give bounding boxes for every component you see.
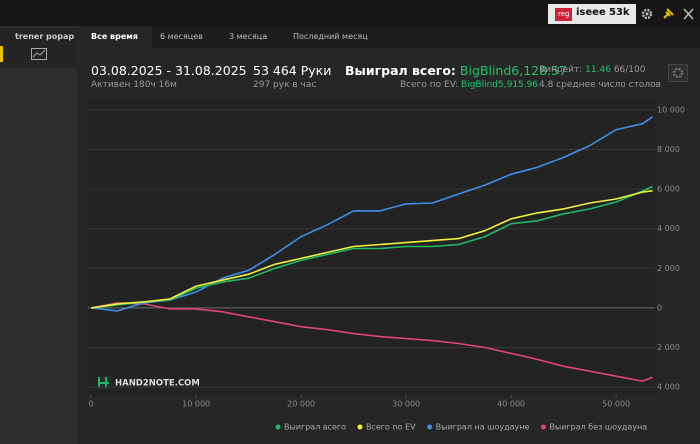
legend-label[interactable]: Всего по EV (366, 423, 416, 432)
graph-icon (31, 48, 47, 60)
user-count: 53k (609, 7, 630, 18)
tabs-bar (77, 26, 700, 48)
tab[interactable]: 6 месяцев (160, 32, 203, 41)
ev-label: Всего по EV: (400, 80, 459, 90)
y-tick-label: 2 000 (657, 343, 680, 352)
active-marker (0, 46, 3, 62)
window-icons[interactable] (640, 7, 696, 21)
tab[interactable]: Последний месяц (293, 32, 368, 41)
user-name: iseee (576, 7, 606, 18)
series-line (91, 302, 653, 382)
sidebar-title: trener popap (15, 32, 75, 41)
x-tick-label: 10 000 (182, 400, 210, 409)
legend-label[interactable]: Выиграл на шоудауне (436, 423, 530, 432)
x-tick-label: 30 000 (392, 400, 420, 409)
watermark-logo (97, 376, 111, 389)
ev-value: BigBlind5,915.96 (461, 80, 539, 90)
watermark: HAND2NOTE.COM (115, 379, 200, 389)
legend-label[interactable]: Выиграл всего (284, 423, 346, 432)
tab[interactable]: 3 месяца (229, 32, 268, 41)
x-tick-label: 40 000 (497, 400, 525, 409)
y-tick-label: 8 000 (657, 145, 680, 154)
series-line (91, 190, 653, 309)
y-tick-label: 10 000 (657, 105, 685, 114)
x-tick-label: 50 000 (602, 400, 630, 409)
winrate-unit: 66/100 (613, 65, 646, 75)
y-tick-label: 4 000 (657, 224, 680, 233)
legend-marker[interactable] (275, 424, 281, 430)
winrate-label: Винрейт: (539, 65, 583, 75)
active-time: Активен 180ч 16м (91, 80, 177, 90)
x-tick-label: 0 (89, 400, 94, 409)
y-tick-label: 6 000 (657, 185, 680, 194)
tab[interactable]: Все время (77, 26, 152, 48)
settings-button[interactable] (668, 64, 688, 82)
won-value: BigBlind6,128.57 (459, 63, 567, 78)
plot-area (88, 100, 655, 395)
avg-tables: 4.8 среднее число столов (539, 80, 661, 90)
won-label: Выиграл всего: (345, 63, 456, 78)
legend-marker[interactable] (357, 424, 363, 430)
legend-marker[interactable] (427, 424, 433, 430)
legend-label[interactable]: Выиграл без шоудауна (549, 423, 647, 432)
hands: 53 464 Руки (253, 63, 332, 78)
winrate-value: 11.46 (585, 65, 611, 75)
legend-marker[interactable] (540, 424, 546, 430)
y-tick-label: 4 000 (657, 383, 680, 392)
y-tick-label: 0 (657, 303, 662, 312)
ev-total: Всего по EV: BigBlind5,915.96 (400, 80, 538, 90)
y-tick-label: 2 000 (657, 264, 680, 273)
x-tick-label: 20 000 (287, 400, 315, 409)
series-line (91, 116, 653, 312)
series-line (91, 185, 653, 309)
winrate: Винрейт: 11.46 66/100 (539, 65, 645, 75)
reg-badge: reg (555, 8, 573, 21)
hands-per-hour: 297 рук в час (253, 80, 317, 90)
sidebar (0, 26, 77, 444)
won-total: Выиграл всего: BigBlind6,128.57 (345, 63, 567, 78)
period: 03.08.2025 - 31.08.2025 (91, 63, 247, 78)
